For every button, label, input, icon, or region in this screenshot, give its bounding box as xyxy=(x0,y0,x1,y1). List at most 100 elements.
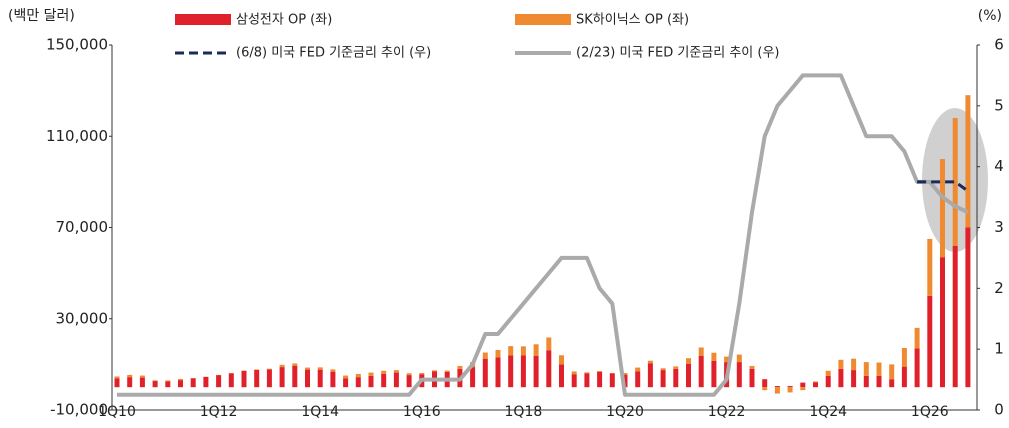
bar xyxy=(241,370,247,388)
bar xyxy=(482,358,488,388)
bar xyxy=(762,379,768,388)
bar xyxy=(914,348,920,388)
bar xyxy=(114,376,120,379)
x-tick-label: 1Q22 xyxy=(708,404,746,420)
bar xyxy=(165,381,171,388)
bar xyxy=(178,378,183,381)
bar xyxy=(940,257,945,388)
bar xyxy=(190,378,196,388)
bar xyxy=(965,227,971,388)
y-tick-label: 70,000 xyxy=(56,218,109,236)
bar xyxy=(317,367,323,370)
y2-tick-label: 2 xyxy=(994,279,1004,297)
bar xyxy=(508,346,514,356)
bar xyxy=(660,370,666,388)
bar xyxy=(774,386,780,388)
bar xyxy=(114,378,120,388)
bar xyxy=(368,372,374,376)
bar xyxy=(762,387,768,391)
bar xyxy=(927,238,933,296)
bar xyxy=(863,375,869,388)
bar xyxy=(139,377,145,388)
bar xyxy=(495,350,501,358)
bar xyxy=(952,245,958,388)
x-tick-label: 1Q16 xyxy=(403,404,441,420)
bar xyxy=(889,364,895,380)
bar xyxy=(228,373,234,388)
bar xyxy=(711,360,717,388)
y2-tick-label: 3 xyxy=(994,218,1004,236)
bar xyxy=(355,373,361,378)
bar xyxy=(368,375,374,388)
bar xyxy=(686,358,691,364)
bar xyxy=(889,379,895,388)
bar xyxy=(457,365,463,369)
legend-label: 삼성전자 OP (좌) xyxy=(236,13,332,28)
bar xyxy=(520,346,526,356)
y-tick-label: 30,000 xyxy=(56,309,109,327)
bar xyxy=(279,364,285,368)
bar xyxy=(952,118,958,246)
bar xyxy=(851,358,857,371)
bar xyxy=(825,370,831,376)
bar xyxy=(292,365,298,388)
bar xyxy=(127,377,133,388)
y2-tick-label: 6 xyxy=(994,36,1004,54)
bar xyxy=(343,378,349,388)
x-tick-label: 1Q18 xyxy=(505,404,543,420)
bar xyxy=(419,373,425,375)
bar xyxy=(876,375,882,388)
bar xyxy=(635,367,641,372)
bar xyxy=(546,337,552,351)
bar xyxy=(139,375,145,378)
bar xyxy=(279,367,285,388)
bar xyxy=(508,355,514,388)
bar xyxy=(406,375,412,388)
bar xyxy=(381,373,387,388)
bar xyxy=(254,369,260,388)
bar xyxy=(355,377,361,388)
bar xyxy=(686,363,691,388)
bar xyxy=(482,352,488,359)
bar xyxy=(127,374,133,378)
bar xyxy=(800,382,806,388)
bar xyxy=(825,375,831,388)
x-tick-label: 1Q10 xyxy=(98,404,136,420)
bar xyxy=(559,364,564,388)
bar xyxy=(698,355,704,388)
bar xyxy=(393,372,399,388)
line xyxy=(117,73,969,397)
bar xyxy=(584,373,590,388)
bar xyxy=(647,360,653,364)
bar xyxy=(901,366,907,388)
y-tick-label: 150,000 xyxy=(46,36,108,54)
bar xyxy=(736,362,742,388)
legend-label: SK하이닉스 OP (좌) xyxy=(576,13,689,28)
y2-tick-label: 5 xyxy=(994,96,1004,114)
bar xyxy=(965,95,971,228)
bar xyxy=(940,159,945,258)
x-tick-label: 1Q14 xyxy=(301,404,339,420)
bar xyxy=(635,371,641,388)
bar xyxy=(647,363,653,388)
legend-swatch xyxy=(515,14,571,25)
bar xyxy=(838,368,844,388)
bar xyxy=(800,387,806,391)
bar xyxy=(317,369,323,388)
bar xyxy=(876,362,882,376)
bar xyxy=(698,347,704,356)
y-tick-label: 110,000 xyxy=(46,127,108,145)
bar xyxy=(622,373,628,375)
bar xyxy=(863,362,869,376)
bar xyxy=(444,370,450,372)
y-tick-label: -10,000 xyxy=(50,401,108,419)
y2-tick-label: 1 xyxy=(994,340,1004,358)
bar xyxy=(305,369,310,388)
legend-label: (6/8) 미국 FED 기준금리 추이 (우) xyxy=(236,46,431,61)
bar xyxy=(787,387,793,393)
bar xyxy=(178,380,183,388)
legend-label: (2/23) 미국 FED 기준금리 추이 (우) xyxy=(576,46,779,61)
y2-axis-label: (%) xyxy=(978,8,1002,24)
bar xyxy=(330,371,336,388)
